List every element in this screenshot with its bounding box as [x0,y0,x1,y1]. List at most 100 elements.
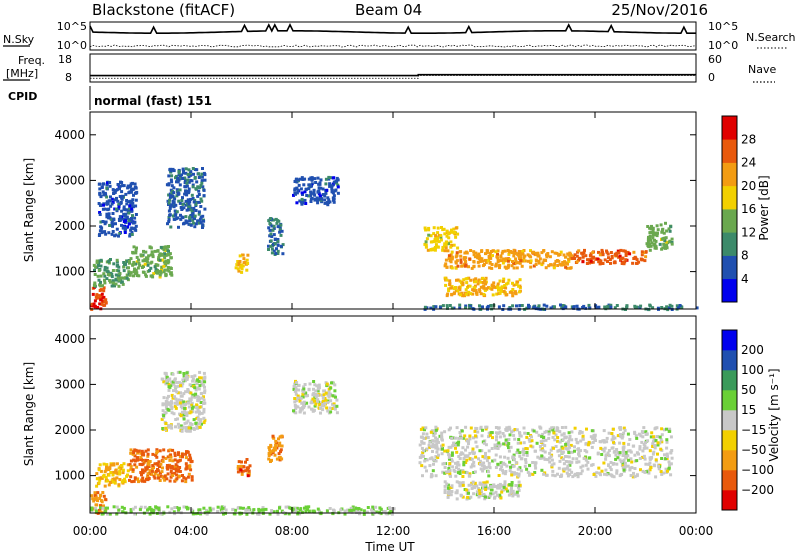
velocity-cell [98,463,102,467]
velocity-cell [371,507,375,511]
velocity-cell [464,448,467,452]
velocity-cell [622,431,626,435]
power-cell [124,220,128,224]
power-cell [654,231,658,235]
power-cell [172,169,176,173]
power-cell [607,256,610,260]
velocity-cell [512,433,516,437]
velocity-cell [177,475,181,479]
power-cell [134,198,138,202]
power-cell [103,222,107,226]
power-cell [160,258,164,262]
power-cell [170,273,174,277]
power-cell [166,261,170,265]
velocity-cell [477,488,481,492]
velocity-cell [503,455,507,459]
velocity-cell [460,429,464,433]
velocity-cell [147,460,150,464]
power-cell [452,306,456,310]
velocity-cell [639,434,643,438]
velocity-cell [333,389,337,393]
velocity-cell [165,375,169,379]
velocity-cell [646,439,650,443]
velocity-cell [136,451,140,455]
velocity-cell [519,441,523,445]
power-cell [108,224,112,227]
power-cell [117,234,120,238]
power-cell [678,305,682,309]
velocity-cell [94,509,98,513]
velocity-cell [669,462,673,466]
power-cell [508,290,512,294]
power-cell [154,270,158,274]
velocity-cell [177,508,181,512]
power-cell [303,190,307,194]
power-cell [425,237,429,241]
velocity-cell [348,508,352,512]
velocity-cell [626,454,630,458]
power-cell [172,205,176,209]
velocity-colorbar-tick: −100 [741,463,774,477]
velocity-cell [480,482,484,486]
power-cell [168,195,172,199]
power-cell [103,274,107,278]
velocity-cell [649,435,653,439]
power-cell [102,286,106,290]
power-cell [178,188,182,192]
power-cell [447,287,451,291]
power-cell [198,217,202,221]
velocity-cell [552,431,556,435]
power-cell [668,303,672,307]
velocity-cell [167,382,171,386]
velocity-cell [486,486,490,490]
power-cell [110,232,114,236]
velocity-cell [203,385,206,389]
velocity-cell [170,393,174,397]
power-cell [648,304,652,308]
velocity-cell [275,457,279,461]
power-cell [276,243,280,247]
power-cell [272,233,276,237]
velocity-cell [503,462,507,466]
power-cell [169,256,173,260]
velocity-colorbar-segment [722,450,737,471]
velocity-cell [177,398,181,402]
velocity-cell [645,446,649,450]
power-cell [140,266,144,269]
power-cell [321,187,325,191]
power-cell [544,259,548,262]
power-cell [128,234,132,238]
velocity-cell [420,464,424,468]
velocity-ytick-label: 2000 [54,423,85,437]
power-cell [461,281,465,285]
velocity-cell [472,492,476,496]
power-cell [149,266,153,270]
velocity-cell [296,396,300,400]
power-cell [313,177,317,181]
power-cell [183,185,187,189]
power-cell [478,290,482,293]
power-colorbar-segment [722,209,737,233]
noise-right-tick-top: 10^5 [708,20,738,33]
velocity-cell [202,410,206,414]
power-cell [245,268,249,272]
power-cell [596,257,600,261]
velocity-cell [174,425,177,429]
power-cell [121,184,124,188]
velocity-cell [542,472,546,476]
velocity-cell [612,462,616,465]
velocity-cell [653,464,657,468]
velocity-cell [450,451,454,455]
velocity-cell [455,450,459,454]
power-cell [98,211,102,214]
power-cell [518,304,522,308]
velocity-cell [643,444,647,448]
power-cell [194,222,198,226]
velocity-cell [484,443,488,447]
velocity-cell [561,467,565,471]
power-cell [183,181,187,185]
velocity-cell [294,389,298,393]
velocity-cell [565,466,569,470]
power-cell [476,260,480,264]
power-cell [172,191,176,195]
